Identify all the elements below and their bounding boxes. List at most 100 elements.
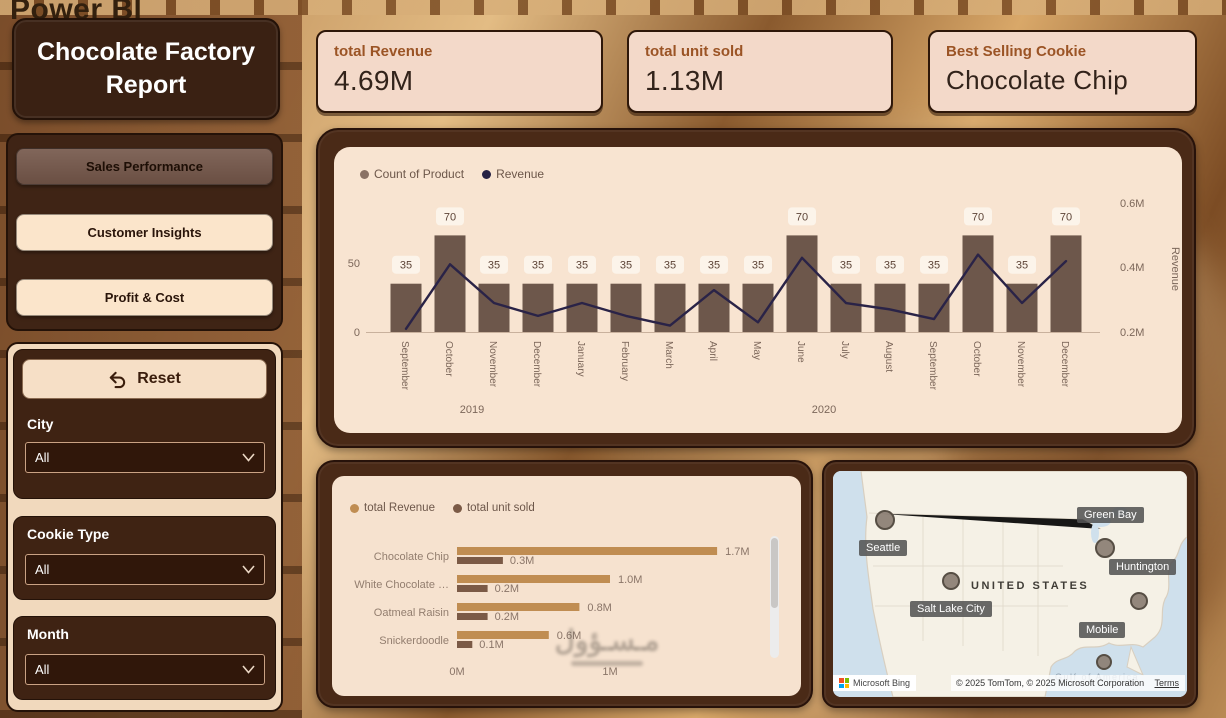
- svg-text:October: October: [443, 341, 454, 377]
- nav-button-customer-insights[interactable]: Customer Insights: [16, 214, 273, 251]
- svg-text:November: November: [1015, 341, 1026, 388]
- us-map-graphic: UNITED STATES Gulf of America: [833, 471, 1187, 697]
- legend-item-revenue[interactable]: Revenue: [482, 167, 544, 181]
- nav-panel: Sales Performance Customer Insights Prof…: [6, 133, 283, 331]
- svg-text:35: 35: [928, 260, 940, 272]
- svg-text:December: December: [1059, 341, 1070, 388]
- legend-item-total-unit-sold[interactable]: total unit sold: [452, 502, 535, 514]
- svg-text:Oatmeal Raisin: Oatmeal Raisin: [374, 607, 449, 619]
- cookie-type-filter-label: Cookie Type: [27, 526, 110, 542]
- bubble-seattle: [875, 510, 895, 530]
- svg-text:0: 0: [354, 327, 360, 339]
- cookie-type-filter-dropdown[interactable]: All: [25, 554, 265, 585]
- svg-text:December: December: [531, 341, 542, 388]
- svg-text:February: February: [619, 341, 630, 381]
- kpi-label: total Revenue: [334, 43, 433, 60]
- svg-text:35: 35: [620, 260, 632, 272]
- bubble-salt-lake-city: [942, 572, 960, 590]
- legend-item-total-revenue[interactable]: total Revenue: [350, 502, 435, 514]
- bing-logo-text: Microsoft Bing: [853, 678, 911, 688]
- bing-logo: Microsoft Bing: [833, 675, 917, 691]
- microsoft-logo-icon: [839, 678, 849, 688]
- svg-text:May: May: [751, 341, 762, 360]
- terms-link[interactable]: Terms: [1148, 675, 1185, 691]
- kpi-total-unit-sold: total unit sold 1.13M: [627, 30, 893, 113]
- svg-text:35: 35: [1016, 260, 1028, 272]
- nav-button-profit-cost[interactable]: Profit & Cost: [16, 279, 273, 316]
- svg-text:January: January: [575, 341, 586, 377]
- monthly-combo-chart-card: Count of Product Revenue 0 50 0.2M 0.4M 0.6M…: [316, 128, 1196, 448]
- svg-text:0.6M: 0.6M: [1120, 198, 1144, 210]
- chevron-down-icon: [242, 565, 255, 574]
- legend-label: total unit sold: [466, 502, 535, 514]
- reset-label: Reset: [137, 370, 181, 387]
- city-filter-dropdown[interactable]: All: [25, 442, 265, 473]
- svg-text:0.2M: 0.2M: [495, 611, 519, 623]
- svg-text:1.7M: 1.7M: [725, 546, 749, 558]
- chevron-down-icon: [242, 665, 255, 674]
- combo-chart-legend: Count of Product Revenue: [360, 167, 544, 181]
- bar-chart-legend: total Revenue total unit sold: [350, 502, 535, 514]
- filter-panel: Reset City All Cookie Type All Month All: [6, 342, 283, 712]
- count-revenue-combo-chart: 0 50 0.2M 0.4M 0.6M Revenue 35 September 70 Octob…: [348, 198, 1181, 416]
- svg-text:0.2M: 0.2M: [495, 583, 519, 595]
- legend-dot: [350, 503, 359, 513]
- bar-chart-area: total Revenue total unit sold Chocolate …: [332, 476, 801, 696]
- svg-text:35: 35: [664, 260, 676, 272]
- svg-text:1M: 1M: [602, 666, 617, 678]
- svg-text:35: 35: [708, 260, 720, 272]
- kpi-value: 1.13M: [645, 65, 725, 96]
- svg-text:35: 35: [532, 260, 544, 272]
- map-attribution: © 2025 TomTom, © 2025 Microsoft Corporat…: [951, 675, 1150, 691]
- city-filter-label: City: [27, 416, 54, 432]
- svg-text:August: August: [883, 341, 894, 372]
- kpi-label: total unit sold: [645, 43, 744, 60]
- svg-text:Snickerdoodle: Snickerdoodle: [379, 635, 449, 647]
- chart-scrollbar[interactable]: [770, 536, 779, 658]
- legend-label: total Revenue: [364, 502, 435, 514]
- map-label-huntington: Huntington: [1109, 559, 1177, 575]
- svg-text:2019: 2019: [460, 404, 484, 416]
- kpi-value: Chocolate Chip: [946, 65, 1128, 95]
- svg-text:October: October: [971, 341, 982, 377]
- undo-icon: [110, 371, 126, 388]
- map-label-salt-lake-city: Salt Lake City: [910, 601, 992, 617]
- svg-text:0.1M: 0.1M: [479, 639, 503, 651]
- svg-text:0.2M: 0.2M: [1120, 327, 1144, 339]
- svg-text:0.8M: 0.8M: [587, 602, 611, 614]
- svg-text:35: 35: [884, 260, 896, 272]
- svg-text:0.3M: 0.3M: [510, 555, 534, 567]
- bubble-mobile: [1096, 654, 1112, 670]
- bing-map[interactable]: UNITED STATES Gulf of America Green Bay …: [833, 471, 1187, 697]
- svg-text:50: 50: [348, 258, 360, 270]
- svg-text:35: 35: [400, 260, 412, 272]
- kpi-best-selling-cookie: Best Selling Cookie Chocolate Chip: [928, 30, 1197, 113]
- united-states-label: UNITED STATES: [971, 580, 1089, 592]
- svg-text:0.4M: 0.4M: [1120, 262, 1144, 274]
- filter-section-city: Reset City All: [13, 349, 276, 499]
- reset-button[interactable]: Reset: [22, 359, 267, 399]
- kpi-value: 4.69M: [334, 65, 414, 96]
- legend-item-count-of-product[interactable]: Count of Product: [360, 167, 464, 181]
- legend-dot: [452, 503, 462, 513]
- legend-label: Revenue: [496, 167, 545, 181]
- month-filter-dropdown[interactable]: All: [25, 654, 265, 685]
- kpi-total-revenue: total Revenue 4.69M: [316, 30, 603, 113]
- month-filter-value: All: [35, 662, 50, 677]
- scrollbar-thumb[interactable]: [771, 538, 778, 608]
- legend-dot: [360, 169, 369, 179]
- svg-text:White Chocolate …: White Chocolate …: [354, 579, 449, 591]
- svg-text:Chocolate Chip: Chocolate Chip: [374, 551, 449, 563]
- svg-text:June: June: [795, 341, 806, 363]
- bubble-huntington: [1130, 592, 1148, 610]
- svg-text:70: 70: [972, 211, 984, 223]
- svg-text:70: 70: [796, 211, 808, 223]
- background-top-strip: [0, 0, 1226, 15]
- combo-chart-area: Count of Product Revenue 0 50 0.2M 0.4M 0.6M…: [334, 147, 1182, 433]
- svg-text:0.6M: 0.6M: [557, 630, 581, 642]
- svg-text:35: 35: [488, 260, 500, 272]
- svg-text:July: July: [839, 341, 850, 359]
- nav-button-sales-performance[interactable]: Sales Performance: [16, 148, 273, 185]
- svg-text:November: November: [487, 341, 498, 388]
